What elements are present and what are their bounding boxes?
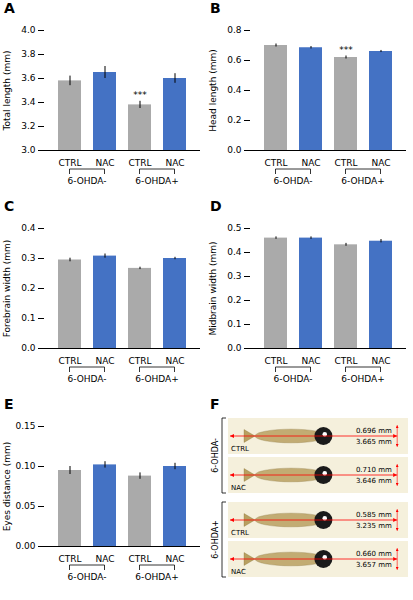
- html-text:D: D: [210, 198, 222, 214]
- svg-text:3.2: 3.2: [21, 121, 35, 131]
- svg-text:CTRL: CTRL: [58, 158, 81, 168]
- svg-text:0.4: 0.4: [227, 85, 242, 95]
- svg-text:0.4: 0.4: [227, 247, 242, 257]
- svg-text:0.660 mm: 0.660 mm: [356, 550, 392, 558]
- html-text:A: A: [4, 0, 15, 16]
- svg-text:0.8: 0.8: [227, 25, 242, 35]
- svg-text:***: ***: [133, 90, 147, 100]
- svg-text:0.05: 0.05: [15, 501, 35, 511]
- svg-text:0.3: 0.3: [227, 271, 241, 281]
- svg-text:0.10: 0.10: [15, 461, 35, 471]
- svg-text:6-OHDA-: 6-OHDA-: [273, 374, 312, 384]
- svg-text:0.00: 0.00: [15, 541, 35, 551]
- svg-text:CTRL: CTRL: [334, 158, 357, 168]
- svg-text:CTRL: CTRL: [334, 356, 357, 366]
- svg-text:0.2: 0.2: [21, 283, 35, 293]
- svg-text:CTRL: CTRL: [128, 158, 151, 168]
- svg-text:NAC: NAC: [301, 158, 320, 168]
- svg-text:NAC: NAC: [371, 158, 390, 168]
- svg-text:0.585 mm: 0.585 mm: [356, 511, 392, 519]
- svg-text:6-OHDA-: 6-OHDA-: [67, 572, 106, 582]
- svg-text:***: ***: [339, 45, 353, 55]
- svg-text:Total length (mm): Total length (mm): [2, 51, 12, 132]
- svg-text:NAC: NAC: [95, 158, 114, 168]
- svg-text:NAC: NAC: [165, 158, 184, 168]
- svg-text:6-OHDA+: 6-OHDA+: [341, 176, 385, 186]
- svg-text:6-OHDA-: 6-OHDA-: [67, 176, 106, 186]
- svg-text:CTRL: CTRL: [128, 554, 151, 564]
- svg-text:NAC: NAC: [95, 554, 114, 564]
- svg-text:CTRL: CTRL: [264, 356, 287, 366]
- svg-text:3.8: 3.8: [21, 49, 36, 59]
- html-text:F: F: [210, 396, 220, 412]
- svg-text:3.657 mm: 3.657 mm: [356, 561, 392, 569]
- svg-text:CTRL: CTRL: [58, 554, 81, 564]
- svg-text:0.0: 0.0: [227, 145, 242, 155]
- svg-text:NAC: NAC: [165, 356, 184, 366]
- svg-text:Forebrain width (mm): Forebrain width (mm): [2, 240, 12, 338]
- html-text:B: B: [210, 0, 221, 16]
- svg-text:3.0: 3.0: [21, 145, 36, 155]
- svg-text:NAC: NAC: [95, 356, 114, 366]
- svg-text:4.0: 4.0: [21, 25, 36, 35]
- svg-text:0.6: 0.6: [227, 55, 242, 65]
- svg-text:NAC: NAC: [231, 484, 246, 492]
- svg-text:6-OHDA+: 6-OHDA+: [135, 572, 179, 582]
- svg-text:6-OHDA+: 6-OHDA+: [135, 374, 179, 384]
- html-text:E: E: [4, 396, 14, 412]
- svg-text:6-OHDA+: 6-OHDA+: [341, 374, 385, 384]
- svg-text:Head length (mm): Head length (mm): [208, 49, 218, 132]
- svg-text:0.0: 0.0: [227, 343, 242, 353]
- svg-text:CTRL: CTRL: [58, 356, 81, 366]
- svg-text:6-OHDA-: 6-OHDA-: [67, 374, 106, 384]
- svg-text:0.3: 0.3: [21, 253, 35, 263]
- svg-text:Midbrain width (mm): Midbrain width (mm): [208, 241, 218, 335]
- svg-text:0.2: 0.2: [227, 295, 241, 305]
- svg-text:CTRL: CTRL: [128, 356, 151, 366]
- svg-text:0.1: 0.1: [21, 313, 35, 323]
- svg-text:6-OHDA-: 6-OHDA-: [211, 438, 220, 473]
- svg-text:CTRL: CTRL: [264, 158, 287, 168]
- svg-text:NAC: NAC: [371, 356, 390, 366]
- svg-text:0.696 mm: 0.696 mm: [356, 427, 392, 435]
- svg-text:0.2: 0.2: [227, 115, 241, 125]
- svg-text:6-OHDA+: 6-OHDA+: [211, 520, 220, 559]
- svg-text:3.646 mm: 3.646 mm: [356, 477, 392, 485]
- svg-text:Eyes distance (mm): Eyes distance (mm): [2, 442, 12, 532]
- svg-text:0.15: 0.15: [15, 421, 35, 431]
- svg-text:3.6: 3.6: [21, 73, 36, 83]
- svg-text:0.5: 0.5: [227, 223, 241, 233]
- svg-text:3.4: 3.4: [21, 97, 36, 107]
- svg-text:NAC: NAC: [231, 568, 246, 576]
- svg-text:NAC: NAC: [165, 554, 184, 564]
- svg-text:CTRL: CTRL: [231, 445, 249, 453]
- svg-text:6-OHDA-: 6-OHDA-: [273, 176, 312, 186]
- svg-text:0.0: 0.0: [21, 343, 36, 353]
- svg-text:3.665 mm: 3.665 mm: [356, 438, 392, 446]
- svg-text:CTRL: CTRL: [231, 529, 249, 537]
- svg-text:6-OHDA+: 6-OHDA+: [135, 176, 179, 186]
- svg-text:NAC: NAC: [301, 356, 320, 366]
- svg-text:0.710 mm: 0.710 mm: [356, 466, 392, 474]
- svg-text:3.235 mm: 3.235 mm: [356, 522, 392, 530]
- svg-text:0.4: 0.4: [21, 223, 36, 233]
- svg-text:0.1: 0.1: [227, 319, 241, 329]
- html-text:C: C: [4, 198, 15, 214]
